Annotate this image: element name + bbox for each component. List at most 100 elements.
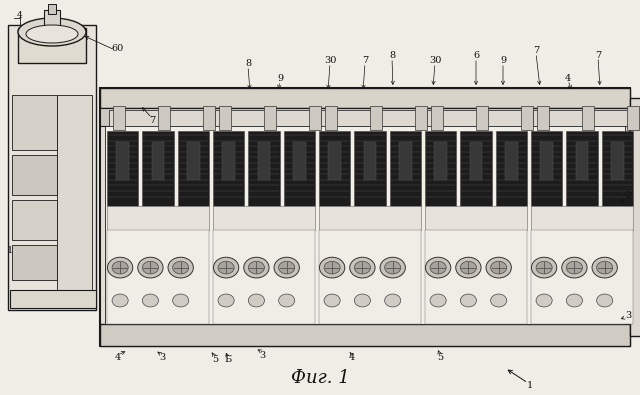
Bar: [107, 230, 209, 324]
Ellipse shape: [491, 294, 507, 307]
Ellipse shape: [596, 294, 612, 307]
Ellipse shape: [278, 261, 295, 274]
Bar: [100, 88, 630, 108]
Bar: [223, 142, 235, 180]
Bar: [630, 98, 640, 336]
Text: 4: 4: [17, 11, 23, 19]
Ellipse shape: [173, 294, 189, 307]
Bar: [531, 230, 633, 324]
Text: 9: 9: [277, 73, 283, 83]
Ellipse shape: [112, 294, 128, 307]
Ellipse shape: [319, 257, 345, 278]
Ellipse shape: [214, 257, 239, 278]
Text: Б: Б: [225, 356, 232, 365]
Text: 7: 7: [362, 56, 368, 64]
Bar: [12, 245, 57, 280]
Bar: [425, 131, 456, 206]
Bar: [576, 142, 588, 180]
Text: 8: 8: [245, 58, 251, 68]
Ellipse shape: [108, 257, 132, 278]
Ellipse shape: [218, 294, 234, 307]
Ellipse shape: [380, 257, 405, 278]
Text: 7: 7: [595, 51, 601, 60]
Text: Фиг. 1: Фиг. 1: [291, 369, 349, 387]
Bar: [107, 131, 138, 206]
Bar: [57, 95, 92, 305]
Bar: [113, 106, 125, 130]
Ellipse shape: [274, 257, 300, 278]
Bar: [531, 131, 563, 206]
Text: 3: 3: [259, 350, 265, 359]
Ellipse shape: [138, 257, 163, 278]
Text: 30: 30: [429, 56, 441, 64]
Bar: [12, 155, 57, 195]
Text: 5: 5: [212, 356, 218, 365]
Bar: [152, 142, 164, 180]
Bar: [435, 142, 447, 180]
Ellipse shape: [112, 261, 128, 274]
Ellipse shape: [142, 294, 159, 307]
Text: 7: 7: [149, 115, 155, 124]
Bar: [470, 142, 483, 180]
Ellipse shape: [430, 294, 446, 307]
Bar: [325, 106, 337, 130]
Bar: [537, 106, 549, 130]
Text: 6: 6: [473, 51, 479, 60]
Ellipse shape: [355, 294, 371, 307]
Bar: [533, 110, 631, 126]
Ellipse shape: [173, 261, 189, 274]
Ellipse shape: [536, 261, 552, 274]
Ellipse shape: [460, 294, 476, 307]
Bar: [109, 110, 207, 126]
Bar: [116, 142, 129, 180]
Ellipse shape: [26, 25, 78, 43]
Ellipse shape: [456, 257, 481, 278]
Ellipse shape: [566, 294, 582, 307]
Bar: [12, 200, 57, 240]
Text: 5: 5: [437, 354, 443, 363]
Bar: [213, 206, 315, 230]
Bar: [415, 106, 427, 130]
Bar: [309, 106, 321, 130]
Bar: [531, 206, 633, 230]
Ellipse shape: [592, 257, 618, 278]
Ellipse shape: [324, 261, 340, 274]
Ellipse shape: [566, 261, 582, 274]
Text: 9: 9: [500, 56, 506, 64]
Ellipse shape: [244, 257, 269, 278]
Bar: [178, 131, 209, 206]
Bar: [213, 230, 315, 324]
Bar: [18, 28, 86, 63]
Ellipse shape: [142, 261, 159, 274]
Text: 4: 4: [565, 73, 571, 83]
Ellipse shape: [536, 294, 552, 307]
Bar: [10, 290, 96, 308]
Bar: [213, 131, 244, 206]
Bar: [219, 106, 231, 130]
Bar: [370, 106, 382, 130]
Bar: [264, 106, 276, 130]
Text: 1: 1: [7, 246, 13, 254]
Ellipse shape: [168, 257, 193, 278]
Ellipse shape: [18, 18, 86, 46]
Bar: [431, 106, 443, 130]
Bar: [48, 4, 56, 14]
Bar: [248, 131, 280, 206]
Bar: [100, 88, 630, 346]
Ellipse shape: [460, 261, 476, 274]
Bar: [105, 126, 625, 324]
Bar: [215, 110, 313, 126]
Bar: [203, 106, 215, 130]
Ellipse shape: [248, 261, 264, 274]
Bar: [495, 131, 527, 206]
Bar: [425, 230, 527, 324]
Bar: [319, 230, 421, 324]
Ellipse shape: [349, 257, 375, 278]
Bar: [258, 142, 270, 180]
Ellipse shape: [385, 294, 401, 307]
Text: 2: 2: [625, 190, 631, 199]
Bar: [566, 131, 598, 206]
Text: 1: 1: [527, 380, 533, 389]
Text: 8: 8: [389, 51, 395, 60]
Bar: [12, 95, 57, 150]
